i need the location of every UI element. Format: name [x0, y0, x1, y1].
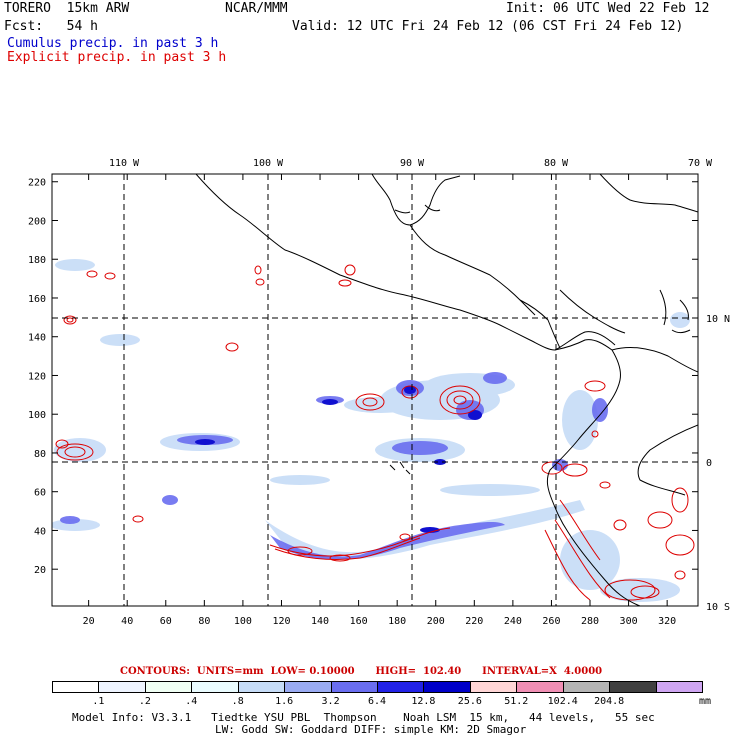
x-tick-label: 320: [658, 616, 676, 627]
colorbar-label: 3.2: [321, 696, 340, 707]
explicit-contours: [55, 264, 695, 601]
y-tick-label: 220: [28, 178, 46, 189]
x-tick-label: 280: [581, 616, 599, 627]
colorbar-swatch: [655, 681, 703, 693]
x-grid-ticks: 20 40 60 80 100 120 140 160 180 200 220 240 260 280 30…: [83, 174, 676, 627]
y-tick-label: 200: [28, 216, 46, 227]
y-tick-label: 60: [34, 488, 46, 499]
map-frame: [51, 173, 699, 607]
x-tick-label: 100: [234, 616, 252, 627]
y-tick-label: 100: [28, 410, 46, 421]
x-tick-label: 120: [272, 616, 290, 627]
lon-label: 80 W: [544, 158, 569, 169]
colorbar-label: .8: [231, 696, 244, 707]
x-tick-label: 60: [160, 616, 172, 627]
x-tick-label: 240: [504, 616, 522, 627]
forecast-hour: Fcst: 54 h: [4, 19, 98, 34]
contours-info: CONTOURS: UNITS=mm LOW= 0.10000 HIGH= 10…: [120, 666, 603, 677]
x-tick-label: 180: [388, 616, 406, 627]
colorbar-swatch: [191, 681, 239, 693]
x-tick-label: 80: [198, 616, 210, 627]
colorbar-label: 25.6: [457, 696, 482, 707]
colorbar-swatch: [423, 681, 471, 693]
colorbar-swatch: [237, 681, 286, 693]
x-tick-label: 40: [121, 616, 133, 627]
colorbar-swatch: [284, 681, 332, 693]
model-info: Model Info: V3.3.1 Tiedtke YSU PBL Thomp…: [72, 711, 655, 724]
lat-label: 0: [706, 458, 712, 469]
precip-fields: [52, 174, 698, 606]
colorbar-swatch: [609, 681, 657, 693]
colorbar-swatch: [516, 681, 564, 693]
y-tick-label: 120: [28, 371, 46, 382]
colorbar-swatch: [330, 681, 378, 693]
latlon-grid: [52, 174, 698, 606]
colorbar-label: .4: [185, 696, 198, 707]
colorbar-label: 12.8: [411, 696, 436, 707]
y-tick-label: 140: [28, 333, 46, 344]
init-time: Init: 06 UTC Wed 22 Feb 12: [506, 1, 710, 16]
colorbar-swatch: [377, 681, 425, 693]
x-tick-label: 260: [542, 616, 560, 627]
colorbar-label: 102.4: [547, 696, 578, 707]
lon-labels: 110 W 100 W 90 W 80 W 70 W: [109, 158, 713, 169]
org-name: NCAR/MMM: [225, 1, 288, 16]
field-label-explicit: Explicit precip. in past 3 h: [7, 50, 227, 65]
colorbar-label: .2: [138, 696, 151, 707]
x-tick-label: 200: [427, 616, 445, 627]
y-grid-ticks: 220 200 180 160 140 120 100 80 60 40 20: [28, 178, 698, 576]
lat-labels: 10 N 0 10 S: [706, 314, 730, 613]
colorbar-swatch: [98, 681, 146, 693]
y-tick-label: 40: [34, 526, 46, 537]
lon-label: 90 W: [400, 158, 425, 169]
x-tick-label: 220: [465, 616, 483, 627]
colorbar-unit: mm: [698, 696, 712, 707]
lat-label: 10 N: [706, 314, 730, 325]
coastlines: [195, 174, 698, 606]
y-tick-label: 80: [34, 449, 46, 460]
field-label-cumulus: Cumulus precip. in past 3 h: [7, 36, 219, 51]
lon-label: 100 W: [253, 158, 284, 169]
model-name: TORERO 15km ARW: [4, 1, 130, 16]
x-tick-label: 140: [311, 616, 329, 627]
colorbar-swatch: [144, 681, 193, 693]
y-tick-label: 180: [28, 255, 46, 266]
lon-label: 110 W: [109, 158, 140, 169]
colorbar-label: 204.8: [594, 696, 625, 707]
model-physics: LW: Godd SW: Goddard DIFF: simple KM: 2D…: [215, 723, 527, 736]
x-tick-label: 20: [83, 616, 95, 627]
colorbar-swatch: [469, 681, 518, 693]
x-tick-label: 300: [620, 616, 638, 627]
valid-time: Valid: 12 UTC Fri 24 Feb 12 (06 CST Fri …: [292, 19, 684, 34]
y-tick-label: 20: [34, 565, 46, 576]
colorbar-swatch: [562, 681, 611, 693]
lat-label: 10 S: [706, 602, 730, 613]
x-tick-label: 160: [350, 616, 368, 627]
lon-label: 70 W: [688, 158, 713, 169]
colorbar-label: 6.4: [367, 696, 387, 707]
colorbar-label: 1.6: [275, 696, 294, 707]
y-tick-label: 160: [28, 294, 46, 305]
colorbar-label: 51.2: [504, 696, 529, 707]
colorbar-label: .1: [92, 696, 105, 707]
colorbar-swatch: [52, 681, 100, 693]
